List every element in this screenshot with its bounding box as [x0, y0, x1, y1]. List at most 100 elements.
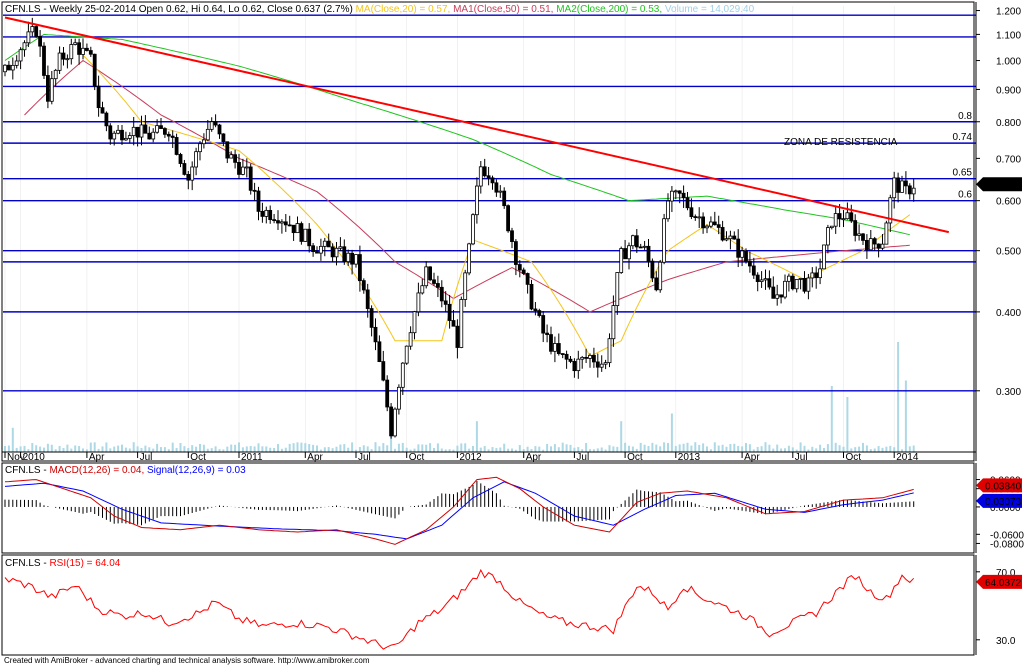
volume-bar: [846, 397, 849, 452]
candle-down: [560, 353, 565, 355]
candle-down: [186, 173, 191, 181]
candle-up: [116, 129, 120, 134]
candle-up: [69, 44, 74, 60]
volume-bar: [444, 449, 447, 452]
volume-bar: [429, 443, 432, 452]
volume-bar: [635, 448, 638, 452]
candle-down: [159, 125, 163, 129]
candle-up: [810, 272, 815, 279]
volume-bar: [433, 448, 435, 452]
volume-bar: [460, 443, 463, 452]
price-header: CFN.LS - Weekly 25-02-2014 Open 0.62, Hi…: [5, 4, 755, 15]
candle-up: [705, 225, 709, 229]
volume-bar: [105, 442, 108, 452]
volume-bar: [865, 445, 868, 452]
candle-down: [482, 166, 487, 177]
candle-down: [77, 42, 81, 55]
candle-up: [240, 166, 245, 175]
candle-up: [412, 311, 417, 334]
candle-down: [443, 300, 448, 305]
volume-bar: [745, 443, 747, 452]
candle-up: [424, 266, 429, 287]
volume-bar: [550, 446, 552, 452]
volume-bar: [362, 445, 365, 452]
volume-bar: [417, 444, 420, 452]
candle-up: [498, 190, 503, 193]
date-tick-label: Jul: [358, 452, 371, 463]
volume-bar: [386, 445, 389, 452]
volume-bar: [144, 445, 147, 452]
date-tick-label: Jul: [795, 452, 808, 463]
date-tick-label: Apr: [744, 452, 760, 463]
volume-bar: [163, 447, 166, 452]
volume-bar: [355, 449, 357, 452]
candle-down: [182, 163, 187, 175]
resistance-zone-label: ZONA DE RESISTENCIA: [784, 137, 898, 148]
candle-up: [127, 135, 132, 139]
volume-bar: [518, 444, 521, 452]
candle-down: [61, 52, 66, 60]
volume-bar: [589, 449, 591, 452]
volume-bar: [741, 446, 744, 452]
candle-down: [120, 129, 124, 141]
candle-down: [237, 161, 241, 175]
volume-bar: [70, 448, 73, 452]
candle-down: [486, 175, 491, 179]
close-price-label: 0.637: [986, 180, 1011, 191]
close-price-flag: [976, 177, 1022, 192]
volume-bar: [253, 446, 256, 452]
candle-up: [404, 345, 409, 364]
candle-down: [377, 341, 382, 362]
candle-down: [92, 53, 97, 87]
candle-down: [564, 353, 569, 360]
candle-down: [595, 361, 600, 368]
candle-down: [853, 220, 858, 236]
date-tick-label: Nov: [7, 452, 25, 463]
ma20-line: [82, 54, 911, 358]
ma200-line: [4, 33, 910, 236]
volume-bar: [815, 448, 818, 452]
candle-down: [685, 197, 690, 209]
volume-bar: [257, 443, 260, 452]
volume-bar: [834, 442, 837, 452]
volume-bar: [631, 446, 634, 452]
candle-down: [365, 289, 370, 309]
candle-down: [451, 320, 456, 327]
candle-down: [7, 64, 11, 71]
candle-down: [514, 241, 518, 265]
candle-up: [868, 238, 873, 251]
volume-bar: [546, 443, 549, 452]
candle-down: [330, 246, 335, 258]
volume-bar: [655, 444, 658, 452]
level-label: 0.65: [953, 168, 973, 179]
volume-bar: [530, 448, 533, 452]
candle-down: [447, 303, 452, 321]
volume-bar: [721, 444, 724, 452]
candle-up: [892, 177, 897, 199]
candle-down: [592, 354, 596, 363]
candle-down: [646, 245, 651, 262]
candle-up: [3, 64, 7, 73]
candle-down: [650, 260, 655, 279]
header-volume: Volume = 14,029.40: [662, 4, 754, 15]
volume-bar: [175, 447, 178, 452]
date-tick-label: Oct: [190, 452, 206, 463]
candle-down: [907, 185, 912, 195]
volume-bar: [522, 449, 525, 452]
volume-bar: [85, 449, 88, 452]
volume-bar: [573, 447, 576, 452]
volume-bar: [581, 449, 584, 452]
candle-up: [911, 187, 916, 195]
volume-bar: [912, 445, 915, 452]
candle-up: [884, 222, 889, 245]
volume-bar: [729, 444, 732, 452]
macd-header-symbol: CFN.LS -: [5, 465, 49, 476]
candle-down: [217, 124, 222, 135]
volume-bar: [717, 445, 720, 452]
candle-up: [607, 338, 612, 364]
candle-down: [233, 154, 238, 163]
candle-down: [174, 137, 179, 155]
candle-up: [880, 243, 885, 249]
volume-bar: [206, 448, 209, 452]
volume-bar: [592, 449, 595, 452]
